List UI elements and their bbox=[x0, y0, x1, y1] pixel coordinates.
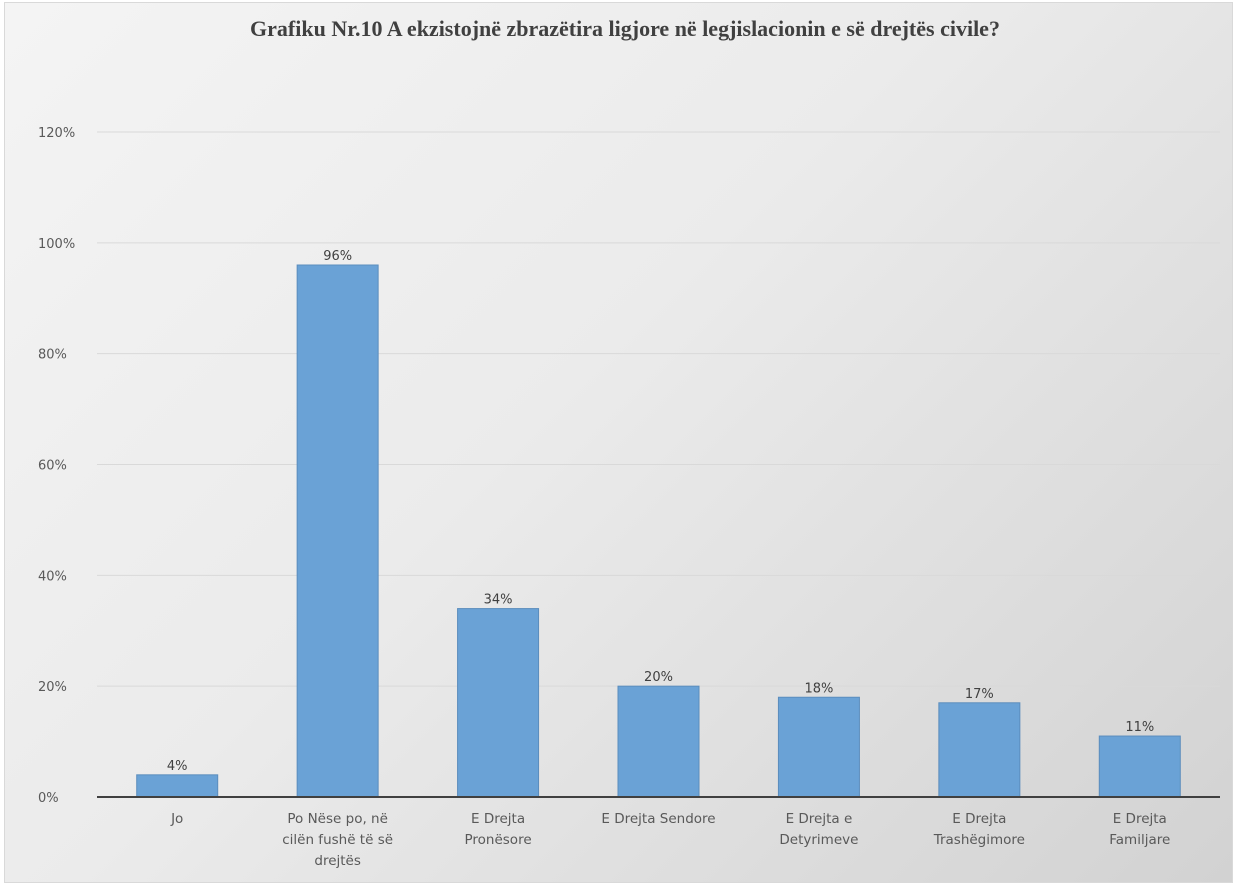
chart-title: Grafiku Nr.10 A ekzistojnë zbrazëtira li… bbox=[250, 16, 1000, 41]
category-label: Po Nëse po, në cilën fushë të së drejtës bbox=[282, 811, 393, 869]
category-label: E Drejta Trashëgimore bbox=[933, 811, 1025, 848]
data-label: 34% bbox=[484, 593, 513, 608]
data-label: 20% bbox=[644, 670, 673, 685]
data-label: 11% bbox=[1125, 720, 1154, 735]
y-tick-label: 60% bbox=[38, 459, 67, 474]
y-tick-label: 0% bbox=[38, 791, 59, 806]
y-tick-label: 40% bbox=[38, 569, 67, 584]
data-label: 4% bbox=[167, 759, 188, 774]
category-label: E Drejta Sendore bbox=[601, 811, 715, 827]
bar bbox=[136, 774, 219, 798]
y-tick-label: 80% bbox=[38, 348, 67, 363]
bar bbox=[617, 685, 700, 798]
bar bbox=[938, 702, 1021, 798]
category-label: E Drejta e Detyrimeve bbox=[779, 811, 858, 848]
data-label: 17% bbox=[965, 687, 994, 702]
bar bbox=[1098, 735, 1181, 798]
bar bbox=[777, 696, 860, 798]
data-label: 96% bbox=[323, 249, 352, 264]
y-tick-label: 100% bbox=[38, 237, 75, 252]
category-label: E Drejta Familjare bbox=[1109, 811, 1170, 848]
category-label: Jo bbox=[170, 811, 183, 827]
category-label: E Drejta Pronësore bbox=[465, 811, 532, 848]
bar bbox=[296, 264, 379, 798]
data-label: 18% bbox=[804, 681, 833, 696]
bar bbox=[457, 608, 540, 798]
y-tick-label: 120% bbox=[38, 126, 75, 141]
y-tick-label: 20% bbox=[38, 680, 67, 695]
